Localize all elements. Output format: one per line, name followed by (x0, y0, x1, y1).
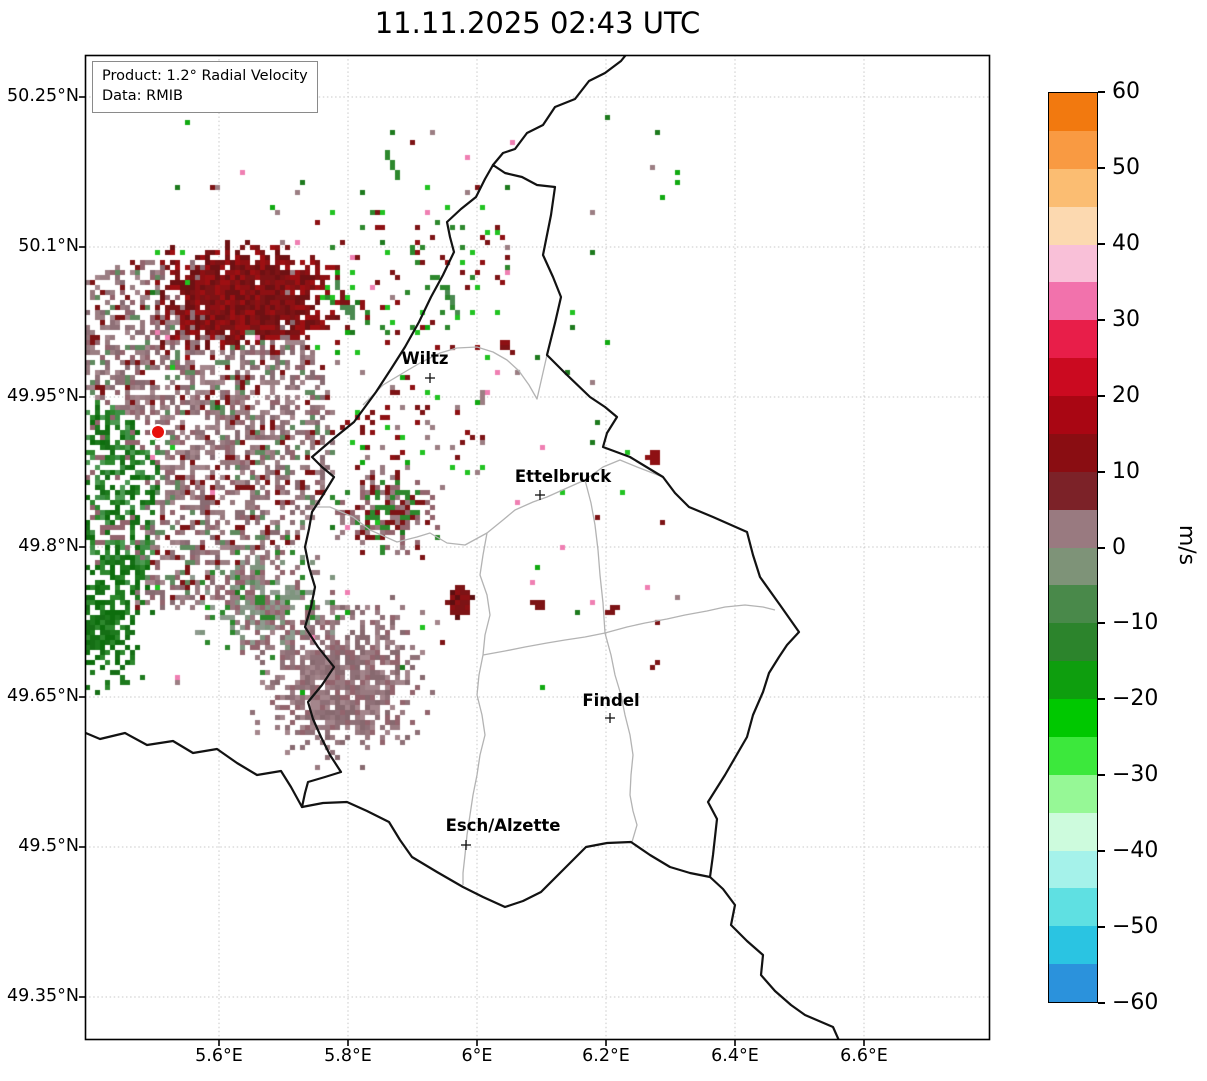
france-belgium-border (85, 731, 304, 809)
district-border (313, 459, 664, 546)
lon-tick-label: 6.6°E (840, 1046, 888, 1066)
lat-tick-label: 49.95°N (7, 386, 79, 406)
product-info-box: Product: 1.2° Radial Velocity Data: RMIB (92, 61, 318, 113)
colorbar-tick-label: −60 (1112, 990, 1159, 1015)
colorbar-tick-mark (1098, 622, 1105, 625)
axis-tick-marks (79, 96, 865, 1046)
france-germany-border (708, 875, 840, 1040)
lon-tick-label: 6°E (461, 1046, 493, 1066)
district-border (462, 532, 491, 885)
colorbar-tick-label: 50 (1112, 154, 1140, 180)
colorbar-tick-mark (1098, 698, 1105, 701)
colorbar-tick-mark (1098, 1002, 1105, 1004)
colorbar-tick-label: −30 (1112, 762, 1159, 788)
lat-tick-label: 49.5°N (18, 836, 79, 856)
colorbar-tick-mark (1098, 318, 1105, 321)
colorbar-segment (1049, 130, 1097, 169)
lat-tick-label: 50.25°N (7, 86, 79, 106)
colorbar-tick-mark (1098, 394, 1105, 397)
colorbar-segment (1049, 206, 1097, 245)
lon-tick-label: 6.4°E (711, 1046, 759, 1066)
colorbar-tick-mark (1098, 166, 1105, 169)
colorbar-segment (1049, 699, 1097, 737)
lon-tick-label: 5.6°E (195, 1046, 243, 1066)
lat-tick-label: 50.1°N (18, 236, 79, 256)
figure-title: 11.11.2025 02:43 UTC (374, 6, 701, 40)
colorbar-tick-mark (1098, 546, 1105, 549)
colorbar-segment (1049, 168, 1097, 207)
colorbar-segment (1049, 964, 1097, 1002)
city-label: Wiltz (401, 349, 448, 368)
district-border (604, 632, 638, 843)
colorbar-segment (1049, 93, 1097, 131)
colorbar-segment (1049, 888, 1097, 927)
colorbar-segment (1049, 736, 1097, 775)
colorbar-tick-label: −50 (1112, 914, 1159, 940)
colorbar-segment (1049, 547, 1097, 586)
data-source-label: Data: RMIB (102, 88, 183, 105)
district-border (584, 479, 606, 634)
lon-tick-label: 5.8°E (324, 1046, 372, 1066)
colorbar-tick-mark (1098, 850, 1105, 853)
city-label: Findel (582, 691, 639, 710)
product-label: Product: 1.2° Radial Velocity (102, 68, 308, 84)
colorbar-segment (1049, 812, 1097, 851)
colorbar-tick-label: 40 (1112, 230, 1140, 256)
district-borders (313, 346, 776, 885)
colorbar-segment (1049, 926, 1097, 965)
luxembourg-border (300, 163, 801, 909)
city-label: Ettelbruck (515, 467, 612, 486)
lon-tick-label: 6.2°E (582, 1046, 630, 1066)
radar-site-marker (150, 424, 166, 440)
colorbar-segment (1049, 774, 1097, 813)
radar-site-dot (150, 424, 166, 440)
colorbar-tick-mark (1098, 91, 1105, 93)
colorbar-segment (1049, 661, 1097, 699)
colorbar-segment (1049, 358, 1097, 396)
colorbar (1048, 92, 1098, 1003)
plot-frame (84, 54, 991, 1041)
colorbar-tick-mark (1098, 774, 1105, 777)
colorbar-tick-label: −20 (1112, 686, 1159, 712)
lat-tick-label: 49.35°N (7, 986, 79, 1006)
belgium-germany-border (491, 55, 628, 167)
colorbar-tick-label: 0 (1112, 534, 1126, 560)
colorbar-segment (1049, 471, 1097, 510)
colorbar-tick-mark (1098, 242, 1105, 245)
city-label: Esch/Alzette (446, 816, 561, 835)
colorbar-segment (1049, 585, 1097, 624)
colorbar-tick-label: 30 (1112, 306, 1140, 332)
colorbar-tick-label: 60 (1112, 79, 1140, 104)
district-border (482, 604, 776, 656)
colorbar-segment (1049, 282, 1097, 321)
city-markers: Wiltz Ettelbruck Findel Esch/Alzette (401, 349, 640, 850)
colorbar-segment (1049, 509, 1097, 548)
colorbar-segment (1049, 850, 1097, 889)
colorbar-tick-mark (1098, 470, 1105, 473)
lat-tick-label: 49.8°N (18, 536, 79, 556)
colorbar-segment (1049, 396, 1097, 434)
colorbar-segment (1049, 433, 1097, 472)
colorbar-segment (1049, 623, 1097, 662)
colorbar-segment (1049, 244, 1097, 283)
radar-data-layer (85, 55, 990, 1040)
lat-tick-label: 49.65°N (7, 686, 79, 706)
colorbar-tick-mark (1098, 926, 1105, 929)
colorbar-tick-label: 10 (1112, 458, 1140, 484)
colorbar-segment (1049, 320, 1097, 359)
district-border (362, 346, 548, 406)
colorbar-tick-label: −40 (1112, 838, 1159, 864)
colorbar-unit-label: m/s (1174, 524, 1199, 566)
colorbar-tick-label: 20 (1112, 382, 1140, 408)
colorbar-tick-label: −10 (1112, 610, 1159, 636)
